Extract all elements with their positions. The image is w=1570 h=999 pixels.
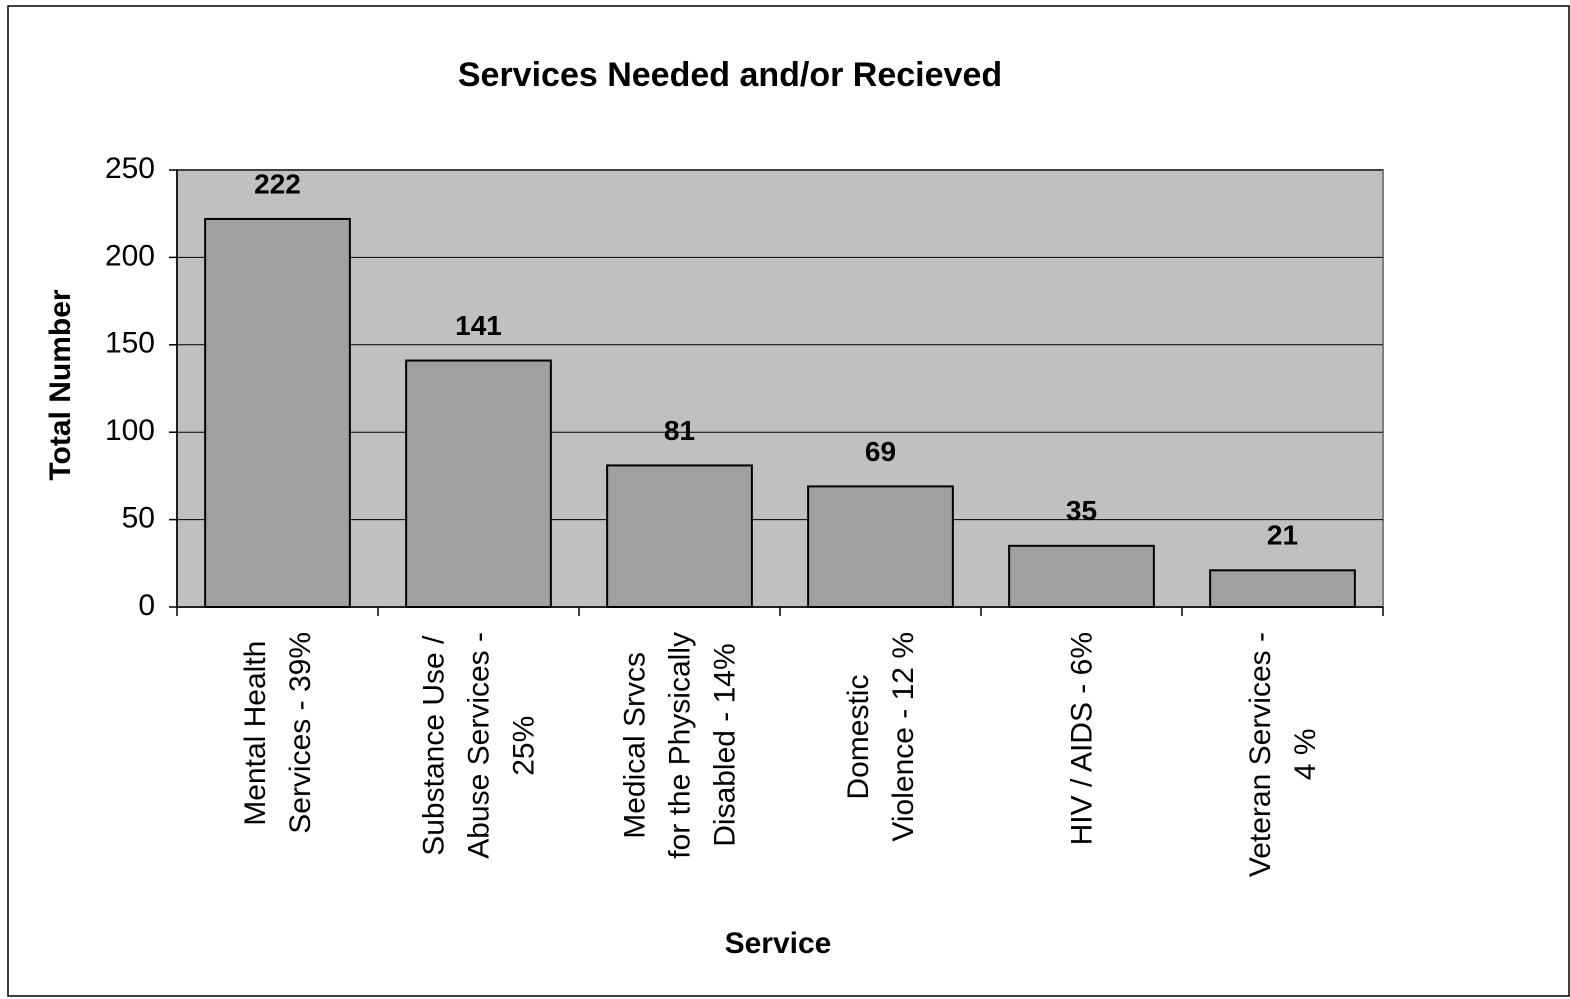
bar bbox=[606, 464, 753, 608]
y-tick-label: 250 bbox=[105, 152, 155, 185]
x-tick-label: Substance Use / Abuse Services - 25% bbox=[417, 632, 540, 859]
y-tick-label: 200 bbox=[105, 239, 155, 272]
value-label: 69 bbox=[865, 436, 896, 467]
value-label: 81 bbox=[664, 415, 695, 446]
x-tick-label: Medical Srvcs for the Physically Disable… bbox=[618, 632, 741, 859]
value-label: 141 bbox=[455, 310, 502, 341]
bar bbox=[204, 217, 351, 608]
y-tick-label: 100 bbox=[105, 414, 155, 447]
y-tick-label: 50 bbox=[122, 502, 155, 535]
plot-area bbox=[176, 169, 1384, 608]
x-axis-title: Service bbox=[725, 927, 832, 960]
y-axis-title: Total Number bbox=[44, 289, 77, 480]
x-tick-label: Veteran Services - 4 % bbox=[1243, 632, 1322, 878]
x-tick-label: Domestic Violence - 12 % bbox=[841, 632, 920, 842]
chart-border bbox=[7, 5, 1570, 997]
x-tick-label: Mental Health Services - 39% bbox=[238, 632, 317, 834]
y-tick-label: 0 bbox=[138, 589, 155, 622]
bar bbox=[405, 359, 552, 609]
value-label: 35 bbox=[1066, 495, 1097, 526]
x-tick-label: HIV / AIDS - 6% bbox=[1065, 632, 1098, 846]
value-label: 222 bbox=[254, 168, 301, 199]
bar bbox=[807, 485, 954, 608]
bar bbox=[1209, 569, 1356, 608]
value-label: 21 bbox=[1267, 520, 1298, 551]
y-tick-label: 150 bbox=[105, 327, 155, 360]
chart-title: Services Needed and/or Recieved bbox=[458, 56, 1002, 94]
bar bbox=[1008, 544, 1155, 609]
